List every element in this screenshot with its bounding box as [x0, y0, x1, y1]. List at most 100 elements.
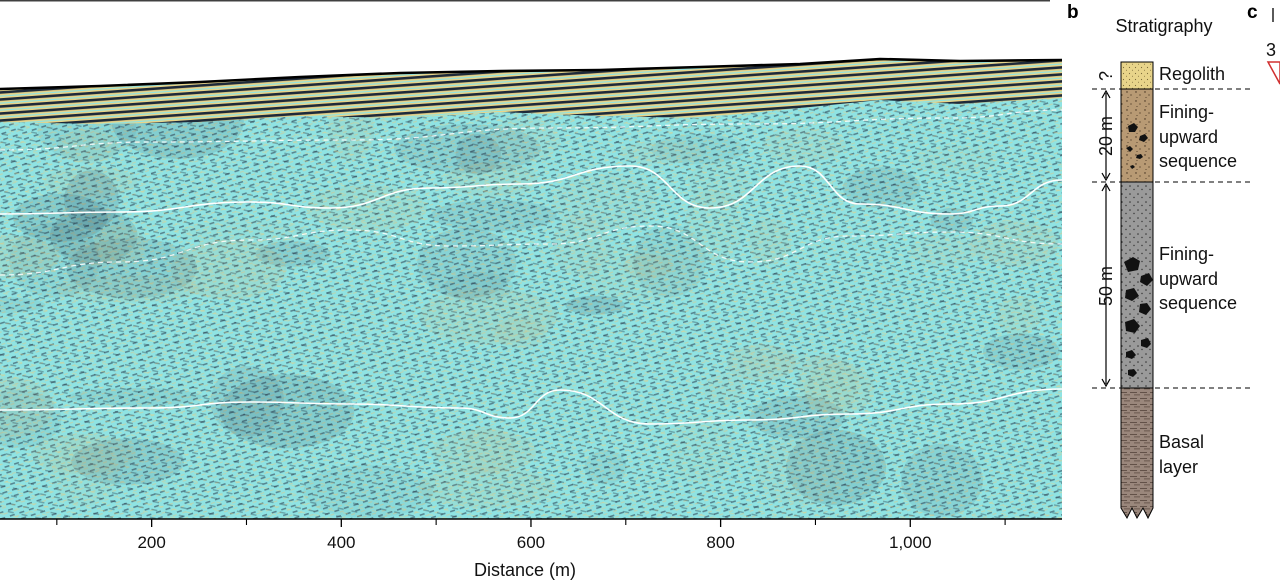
reflector-patch: [913, 145, 999, 175]
x-tick-label-2: 600: [517, 533, 545, 552]
reflector-patch: [748, 218, 792, 265]
reflector-patch: [444, 271, 514, 302]
reflector-patch: [70, 241, 120, 267]
reflector-patch: [31, 433, 136, 475]
label-fining-upper-1: Fining-: [1159, 102, 1214, 122]
reflector-patch: [584, 449, 627, 485]
reflector-patch: [797, 353, 860, 414]
label-basal-2: layer: [1159, 457, 1198, 477]
reflector-patch: [55, 275, 201, 303]
x-tick-label-1: 400: [327, 533, 355, 552]
reflector-patch: [668, 417, 734, 484]
reflector-patch: [463, 426, 515, 472]
x-tick-label-4: 1,000: [889, 533, 932, 552]
reflector-patch: [210, 366, 285, 437]
label-regolith: Regolith: [1159, 64, 1225, 84]
reflector-patch: [804, 363, 875, 415]
unit-labels: Regolith Fining- upward sequence Fining-…: [1159, 64, 1237, 477]
x-ticks: 200 400 600 800 1,000: [56, 519, 1006, 552]
reflector-patch: [983, 333, 1060, 370]
reflector-patch: [9, 222, 101, 298]
reflector-patch: [633, 224, 706, 298]
reflector-patch: [71, 438, 185, 485]
reflector-patch: [419, 288, 558, 345]
reflector-patch: [565, 295, 625, 315]
label-fining-upper-2: upward: [1159, 127, 1218, 147]
reflector-patch: [684, 189, 743, 265]
thickness-50m: 50 m: [1096, 266, 1116, 306]
clasts: [1124, 123, 1153, 377]
reflector-patch: [13, 193, 108, 242]
stratigraphic-column: ? 20 m 50 m: [1092, 61, 1250, 520]
reflector-patch: [455, 133, 501, 175]
reflector-patch: [623, 253, 673, 279]
reflector-patch: [50, 207, 138, 265]
reflector-patch: [0, 389, 62, 448]
reflector-patch: [94, 224, 146, 266]
reflector-patch: [418, 467, 556, 508]
reflector-patch: [170, 239, 287, 300]
interface-dashed-upper: [0, 109, 1062, 151]
reflector-patch: [57, 128, 119, 164]
reflector-patch: [394, 124, 542, 174]
reflector-patch: [0, 297, 46, 314]
panel-b-label: b: [1067, 2, 1079, 23]
label-fining-lower-1: Fining-: [1159, 244, 1214, 264]
x-tick-label-3: 800: [706, 533, 734, 552]
reflector-patch: [578, 245, 703, 301]
reflector-patch: [786, 429, 887, 506]
reflector-patch: [494, 317, 548, 349]
panel-c-label: c: [1247, 2, 1258, 23]
label-fining-lower-2: upward: [1159, 269, 1218, 289]
reflector-patch: [552, 214, 610, 277]
reflector-patch: [900, 443, 983, 517]
panel-c-partial-text: 3: [1266, 40, 1276, 60]
reflector-patch: [444, 162, 538, 197]
reflector-patch: [303, 465, 434, 518]
reflector-patch: [66, 237, 197, 299]
unit-fining-upper: [1120, 88, 1154, 183]
reflector-patch: [997, 295, 1041, 336]
interface-solid-lower: [0, 388, 1062, 425]
reflector-patch: [909, 235, 978, 267]
reflector-patch: [755, 437, 846, 506]
x-tick-label-0: 200: [137, 533, 165, 552]
reflector-patch: [552, 174, 657, 230]
reflector-patch: [703, 373, 745, 405]
unit-basal: [1120, 387, 1154, 520]
reflector-patch: [430, 199, 557, 232]
thickness-arrows: [1101, 89, 1111, 388]
reflector-patch: [650, 134, 746, 165]
reflector-patch: [51, 437, 118, 507]
near-surface-reflectors: [0, 59, 1062, 124]
surface-line: [0, 57, 1063, 91]
reflector-patch: [620, 141, 705, 165]
reflector-patch: [842, 167, 921, 209]
label-basal-1: Basal: [1159, 432, 1204, 452]
reflector-patch: [43, 166, 137, 198]
radargram-texture: [0, 59, 1062, 519]
reflector-patch: [306, 185, 427, 231]
reflector-patch: [417, 228, 517, 299]
thickness-20m: 20 m: [1096, 116, 1116, 156]
reflector-patch: [181, 220, 309, 245]
reflector-patch: [743, 354, 845, 372]
x-axis-label: Distance (m): [474, 560, 576, 580]
reflector-patch: [432, 429, 537, 474]
unit-fining-lower: [1120, 181, 1154, 389]
reflector-patch: [219, 374, 355, 449]
label-fining-lower-3: sequence: [1159, 293, 1237, 313]
reflector-patch: [687, 160, 750, 208]
reflector-patch: [68, 387, 202, 406]
stratigraphy-title: Stratigraphy: [1115, 16, 1212, 36]
panel-c-partial-shape: [1266, 61, 1280, 85]
label-fining-upper-3: sequence: [1159, 151, 1237, 171]
reflector-patch: [255, 241, 331, 267]
reflector-patch: [762, 128, 846, 162]
reflector-patch: [0, 235, 60, 278]
unit-regolith: [1120, 61, 1154, 90]
thickness-regolith: ?: [1096, 71, 1116, 81]
reflector-patch: [726, 344, 797, 382]
reflector-patch: [64, 170, 119, 230]
